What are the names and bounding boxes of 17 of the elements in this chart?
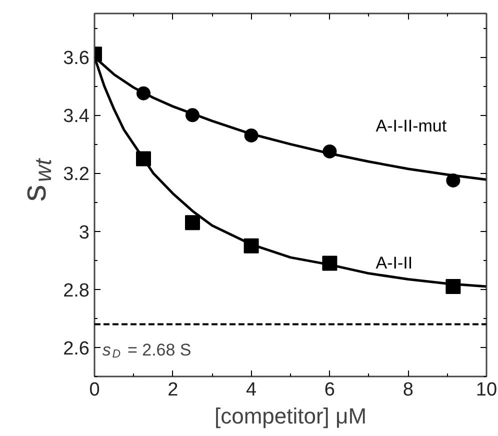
- x-tick-label: 6: [324, 380, 335, 400]
- legend-label: A-I-II-mut: [376, 116, 447, 136]
- x-axis-title: [competitor] μM: [214, 404, 367, 428]
- x-tick-label: 8: [402, 380, 414, 400]
- x-tick-label: 10: [476, 380, 498, 400]
- y-tick-label: 2.6: [63, 338, 90, 360]
- y-tick-label: 3: [78, 222, 90, 244]
- x-tick-label: 0: [89, 380, 100, 400]
- y-tick-label: 3.2: [63, 164, 90, 186]
- point: [185, 215, 200, 230]
- text: A-I-II: [376, 253, 413, 272]
- x-tick-label: 2: [168, 380, 178, 400]
- y-tick-label: 3.6: [63, 48, 90, 70]
- y-axis-title: swt: [16, 157, 56, 202]
- y-tick-label: 2.8: [63, 280, 90, 302]
- x-tick-label: 4: [246, 380, 258, 400]
- y-tick-label: 3.4: [63, 106, 90, 128]
